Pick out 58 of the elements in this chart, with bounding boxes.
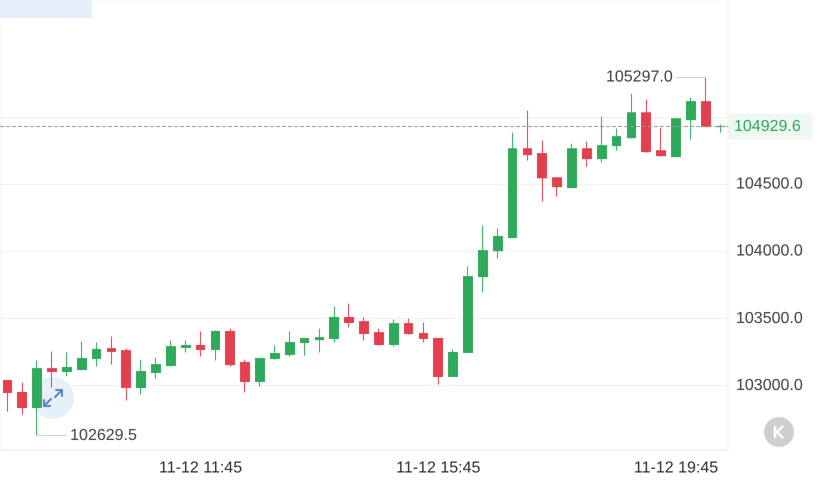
candlestick	[389, 319, 399, 348]
candlestick	[493, 228, 503, 260]
candlestick	[62, 352, 72, 378]
candlestick	[448, 349, 458, 378]
x-tick-label: 11-12 15:45	[396, 460, 480, 476]
candlestick	[240, 359, 250, 394]
candlestick	[701, 76, 711, 128]
candlestick	[181, 340, 191, 353]
candlestick	[582, 141, 592, 168]
candlestick	[478, 225, 488, 294]
y-tick-label: 104500.0	[736, 176, 803, 193]
candlestick	[285, 331, 295, 358]
x-tick-label: 11-12 11:45	[159, 460, 242, 476]
candlestick	[196, 331, 205, 358]
candlestick	[107, 336, 116, 366]
y-tick-label: 103000.0	[736, 377, 803, 394]
candlestick	[225, 328, 235, 368]
candlestick	[92, 342, 101, 368]
candlestick	[627, 93, 636, 140]
candlestick	[597, 116, 607, 164]
candlestick	[671, 118, 681, 158]
candlestick	[359, 317, 369, 342]
candlestick	[47, 351, 57, 388]
candlestick	[315, 328, 324, 353]
candlestick	[136, 359, 146, 396]
annotation: 105297.0	[606, 68, 673, 86]
candlestick	[77, 341, 87, 371]
candlestick	[270, 344, 280, 360]
ref-line-label: 104929.6	[734, 118, 801, 135]
candlestick	[3, 380, 12, 412]
candlestick	[433, 338, 443, 386]
candlestick	[300, 338, 309, 356]
candlestick	[166, 340, 176, 368]
candlestick	[211, 330, 220, 362]
candlestick	[463, 266, 473, 353]
candlestick	[404, 318, 413, 336]
candlestick	[686, 97, 696, 140]
candlestick	[17, 382, 27, 416]
y-tick-label: 103500.0	[736, 310, 803, 327]
candlestick	[121, 348, 131, 402]
candlestick	[374, 328, 384, 346]
annotation: 102629.5	[70, 426, 137, 444]
candlestick	[612, 128, 621, 152]
candlestick	[567, 143, 577, 188]
y-tick-label: 104000.0	[736, 242, 803, 260]
candlestick	[537, 140, 547, 202]
candlestick	[151, 357, 161, 380]
candlestick	[656, 127, 666, 158]
candlestick	[508, 132, 517, 238]
candlestick	[32, 360, 42, 436]
candlestick	[255, 358, 265, 387]
candlestick	[419, 322, 428, 344]
candlestick	[344, 303, 354, 328]
candlestick	[523, 110, 532, 162]
x-tick-label: 11-12 19:45	[634, 460, 718, 476]
candlestick	[641, 99, 651, 154]
candlestick	[552, 177, 562, 198]
candlestick	[329, 306, 339, 344]
